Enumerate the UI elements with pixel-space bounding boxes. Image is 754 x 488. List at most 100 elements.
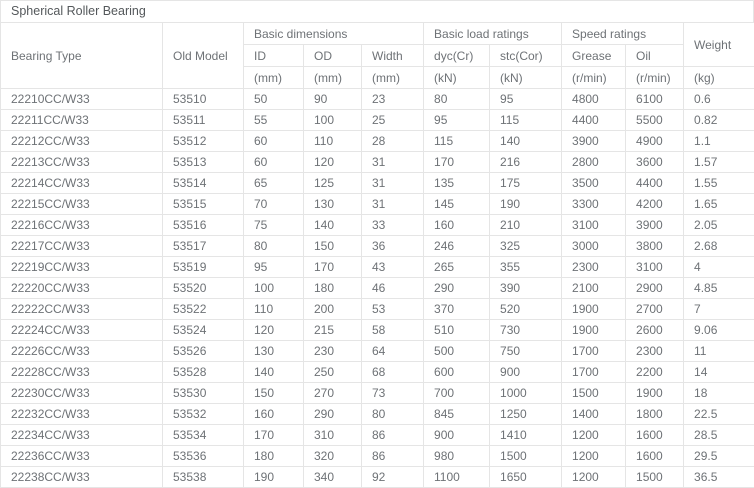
grease-cell: 3500 bbox=[562, 173, 626, 194]
bearing-type-cell: 22238CC/W33 bbox=[1, 467, 163, 488]
stc-cell: 190 bbox=[490, 194, 562, 215]
weight-cell: 2.05 bbox=[684, 215, 754, 236]
weight-cell: 28.5 bbox=[684, 425, 754, 446]
old-model-cell: 53510 bbox=[163, 89, 244, 110]
id-cell: 140 bbox=[244, 362, 304, 383]
bearing-type-cell: 22228CC/W33 bbox=[1, 362, 163, 383]
weight-cell: 0.6 bbox=[684, 89, 754, 110]
stc-cell: 900 bbox=[490, 362, 562, 383]
od-cell: 290 bbox=[304, 404, 362, 425]
oil-cell: 4400 bbox=[626, 173, 684, 194]
width-cell: 31 bbox=[362, 173, 424, 194]
oil-cell: 6100 bbox=[626, 89, 684, 110]
oil-cell: 3900 bbox=[626, 215, 684, 236]
oil-cell: 1800 bbox=[626, 404, 684, 425]
old-model-cell: 53517 bbox=[163, 236, 244, 257]
dyc-cell: 160 bbox=[424, 215, 490, 236]
bearing-type-cell: 22213CC/W33 bbox=[1, 152, 163, 173]
old-model-cell: 53522 bbox=[163, 299, 244, 320]
width-cell: 23 bbox=[362, 89, 424, 110]
old-model-cell: 53515 bbox=[163, 194, 244, 215]
grease-cell: 1900 bbox=[562, 299, 626, 320]
old-model-cell: 53519 bbox=[163, 257, 244, 278]
table-header: Bearing Type Old Model Basic dimensions … bbox=[1, 23, 754, 89]
grease-cell: 1200 bbox=[562, 446, 626, 467]
grease-cell: 2100 bbox=[562, 278, 626, 299]
id-cell: 160 bbox=[244, 404, 304, 425]
stc-cell: 115 bbox=[490, 110, 562, 131]
grease-cell: 3300 bbox=[562, 194, 626, 215]
dyc-cell: 290 bbox=[424, 278, 490, 299]
grease-cell: 1700 bbox=[562, 362, 626, 383]
weight-cell: 18 bbox=[684, 383, 754, 404]
grease-cell: 3100 bbox=[562, 215, 626, 236]
id-cell: 150 bbox=[244, 383, 304, 404]
unit-grease-rmin: (r/min) bbox=[562, 67, 626, 89]
dyc-cell: 80 bbox=[424, 89, 490, 110]
dyc-cell: 500 bbox=[424, 341, 490, 362]
header-od: OD bbox=[304, 45, 362, 67]
weight-cell: 1.57 bbox=[684, 152, 754, 173]
unit-width-mm: (mm) bbox=[362, 67, 424, 89]
grease-cell: 1400 bbox=[562, 404, 626, 425]
old-model-cell: 53511 bbox=[163, 110, 244, 131]
width-cell: 53 bbox=[362, 299, 424, 320]
dyc-cell: 95 bbox=[424, 110, 490, 131]
width-cell: 80 bbox=[362, 404, 424, 425]
id-cell: 50 bbox=[244, 89, 304, 110]
od-cell: 125 bbox=[304, 173, 362, 194]
oil-cell: 1900 bbox=[626, 383, 684, 404]
dyc-cell: 370 bbox=[424, 299, 490, 320]
od-cell: 150 bbox=[304, 236, 362, 257]
width-cell: 36 bbox=[362, 236, 424, 257]
oil-cell: 5500 bbox=[626, 110, 684, 131]
bearing-type-cell: 22230CC/W33 bbox=[1, 383, 163, 404]
grease-cell: 2300 bbox=[562, 257, 626, 278]
grease-cell: 4800 bbox=[562, 89, 626, 110]
id-cell: 100 bbox=[244, 278, 304, 299]
width-cell: 64 bbox=[362, 341, 424, 362]
header-group-speed-ratings: Speed ratings bbox=[562, 23, 684, 45]
stc-cell: 216 bbox=[490, 152, 562, 173]
od-cell: 310 bbox=[304, 425, 362, 446]
dyc-cell: 845 bbox=[424, 404, 490, 425]
id-cell: 95 bbox=[244, 257, 304, 278]
bearing-spec-table: Bearing Type Old Model Basic dimensions … bbox=[0, 22, 754, 488]
oil-cell: 2200 bbox=[626, 362, 684, 383]
width-cell: 25 bbox=[362, 110, 424, 131]
old-model-cell: 53520 bbox=[163, 278, 244, 299]
old-model-cell: 53526 bbox=[163, 341, 244, 362]
od-cell: 230 bbox=[304, 341, 362, 362]
stc-cell: 140 bbox=[490, 131, 562, 152]
id-cell: 190 bbox=[244, 467, 304, 488]
od-cell: 100 bbox=[304, 110, 362, 131]
grease-cell: 1700 bbox=[562, 341, 626, 362]
stc-cell: 325 bbox=[490, 236, 562, 257]
oil-cell: 4200 bbox=[626, 194, 684, 215]
dyc-cell: 510 bbox=[424, 320, 490, 341]
old-model-cell: 53512 bbox=[163, 131, 244, 152]
dyc-cell: 700 bbox=[424, 383, 490, 404]
id-cell: 80 bbox=[244, 236, 304, 257]
width-cell: 31 bbox=[362, 194, 424, 215]
id-cell: 75 bbox=[244, 215, 304, 236]
id-cell: 60 bbox=[244, 131, 304, 152]
weight-cell: 36.5 bbox=[684, 467, 754, 488]
bearing-type-cell: 22216CC/W33 bbox=[1, 215, 163, 236]
bearing-type-cell: 22234CC/W33 bbox=[1, 425, 163, 446]
stc-cell: 1650 bbox=[490, 467, 562, 488]
header-group-basic-dimensions: Basic dimensions bbox=[244, 23, 424, 45]
weight-cell: 9.06 bbox=[684, 320, 754, 341]
weight-cell: 1.55 bbox=[684, 173, 754, 194]
id-cell: 60 bbox=[244, 152, 304, 173]
unit-weight-kg: (kg) bbox=[684, 67, 754, 89]
